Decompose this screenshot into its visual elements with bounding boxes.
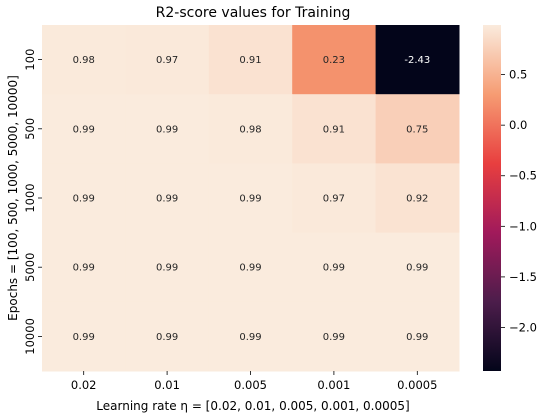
heatmap-cell	[42, 25, 126, 95]
heatmap-cell	[125, 301, 210, 372]
cell-value-label: 0.92	[406, 194, 428, 205]
cell-value-label: 0.99	[73, 194, 95, 205]
heatmap-cell	[292, 163, 377, 234]
heatmap-cell	[42, 232, 126, 303]
heatmap-cell	[208, 301, 293, 372]
cell-value-label: 0.91	[323, 124, 345, 135]
y-axis-label: Epochs = [100, 500, 1000, 5000, 10000]	[6, 75, 20, 321]
cell-value-label: 0.99	[156, 332, 178, 343]
heatmap-cell	[375, 232, 460, 303]
cell-value-label: 0.99	[323, 332, 345, 343]
heatmap-cell	[292, 301, 377, 372]
cell-value-label: 0.23	[323, 55, 345, 66]
cell-value-label: 0.99	[156, 124, 178, 135]
x-tick-label: 0.0005	[397, 378, 437, 392]
x-axis-label: Learning rate η = [0.02, 0.01, 0.005, 0.…	[96, 399, 409, 413]
x-tick-label: 0.005	[234, 378, 267, 392]
colorbar	[483, 25, 501, 371]
heatmap-cell	[292, 94, 377, 164]
heatmap-cell	[292, 232, 377, 303]
cell-value-label: -2.43	[404, 55, 430, 66]
heatmap-cell	[375, 94, 460, 164]
y-tick-label: 10000	[23, 318, 37, 355]
chart-title: R2-score values for Training	[156, 5, 351, 21]
heatmap-cell	[42, 163, 126, 234]
heatmap-cell	[125, 232, 210, 303]
heatmap-cell	[292, 25, 377, 95]
cell-value-label: 0.99	[323, 263, 345, 274]
colorbar-tick-label: −2.0	[509, 320, 537, 334]
y-tick-label: 500	[23, 118, 37, 140]
x-tick-label: 0.02	[71, 378, 97, 392]
y-tick-label: 5000	[23, 253, 37, 282]
cell-value-label: 0.99	[406, 263, 428, 274]
colorbar-tick-label: −1.0	[509, 219, 537, 233]
cell-value-label: 0.99	[156, 263, 178, 274]
cell-value-label: 0.99	[239, 263, 261, 274]
colorbar-tick-label: −1.5	[509, 270, 537, 284]
heatmap-cell	[208, 94, 293, 164]
heatmap-cell	[375, 301, 460, 372]
heatmap-cell	[208, 25, 293, 95]
heatmap-cell	[208, 232, 293, 303]
heatmap-cell	[375, 163, 460, 234]
cell-value-label: 0.91	[239, 55, 261, 66]
cell-value-label: 0.99	[239, 332, 261, 343]
cell-value-label: 0.97	[323, 194, 345, 205]
cell-value-label: 0.99	[406, 332, 428, 343]
colorbar-tick-label: 0.5	[509, 68, 527, 82]
y-axis-ticks: 100 500 1000 5000 10000	[23, 49, 42, 355]
heatmap-cell	[125, 94, 210, 164]
x-axis-ticks: 0.02 0.01 0.005 0.001 0.0005	[71, 371, 437, 392]
heatmap-cell	[375, 25, 460, 95]
cell-value-label: 0.75	[406, 124, 428, 135]
x-tick-label: 0.01	[154, 378, 180, 392]
cell-value-label: 0.99	[239, 194, 261, 205]
cell-value-label: 0.98	[239, 124, 261, 135]
heatmap-cell	[42, 94, 126, 164]
y-tick-label: 1000	[23, 183, 37, 212]
cell-value-label: 0.99	[73, 263, 95, 274]
heatmap-cells: 0.98 0.97 0.91 0.23 -2.43 0.99 0.99 0.98 0.91 0.7…	[42, 25, 460, 372]
heatmap-cell	[125, 25, 210, 95]
cell-value-label: 0.99	[73, 124, 95, 135]
cell-value-label: 0.98	[73, 55, 95, 66]
cell-value-label: 0.99	[156, 194, 178, 205]
cell-value-label: 0.97	[156, 55, 178, 66]
y-tick-label: 100	[23, 49, 37, 71]
cell-value-label: 0.99	[73, 332, 95, 343]
heatmap-cell	[125, 163, 210, 234]
colorbar-tick-label: 0.0	[509, 118, 527, 132]
x-tick-label: 0.001	[317, 378, 350, 392]
colorbar-ticks: 0.5 0.0 −0.5 −1.0 −1.5 −2.0	[501, 68, 537, 334]
heatmap-cell	[208, 163, 293, 234]
colorbar-tick-label: −0.5	[509, 169, 537, 183]
heatmap-cell	[42, 301, 126, 372]
